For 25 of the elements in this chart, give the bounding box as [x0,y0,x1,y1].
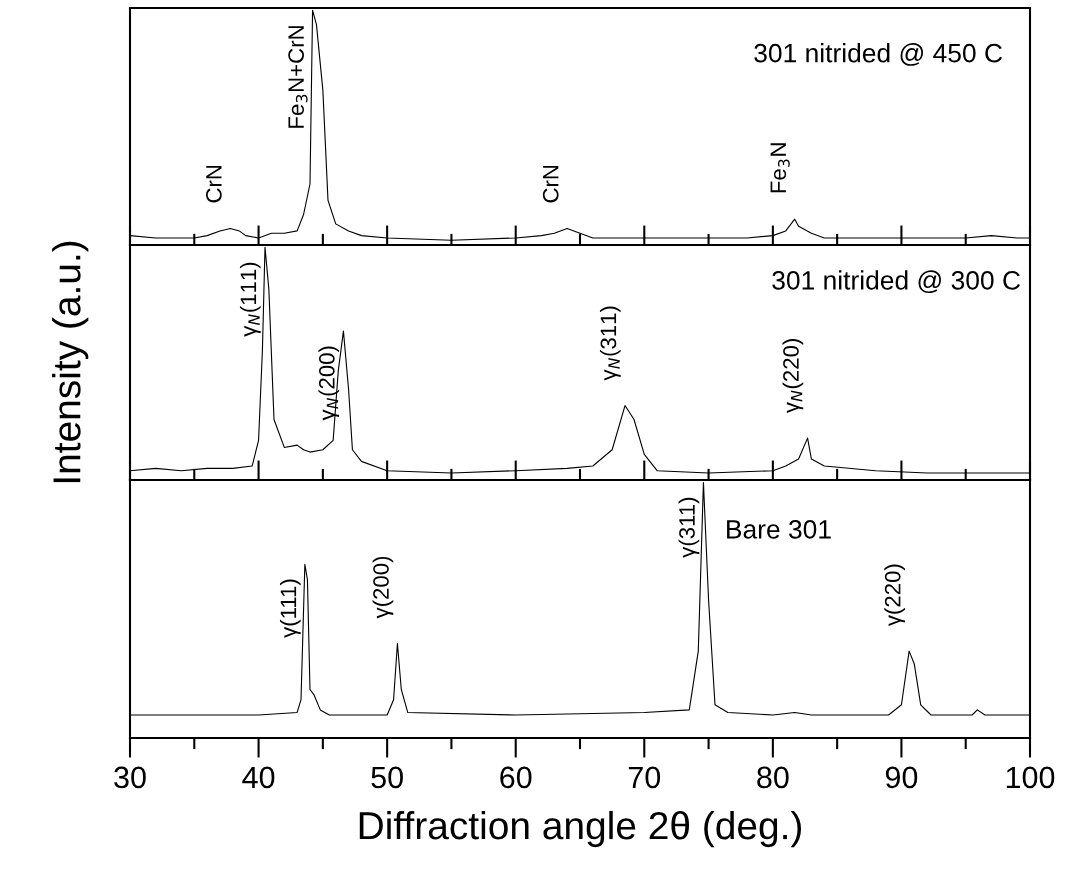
annotation: 301 nitrided @ 300 C [772,270,1021,294]
annotation: 301 nitrided @ 450 C [754,43,1003,66]
annotation: γ$_{N}$(111) [239,262,261,337]
annotation: γ$_{N}$(311) [599,306,621,381]
annotation: Fe$_{3}$N+CrN [288,26,308,128]
x-tick-label: 80 [757,766,789,789]
annotation: γ$_{N}$(220) [782,339,804,414]
annotation: γ(311) [678,497,700,558]
x-tick-label: 40 [242,766,275,789]
annotation: γ(220) [884,564,905,627]
annotation: CrN [205,165,222,203]
x-tick-label: 90 [885,766,918,789]
x-tick-label: 30 [114,766,146,789]
annotation: γ(200) [372,556,394,619]
x-axis-title: Diffraction angle 2θ (deg.) [359,810,801,848]
x-tick-label: 50 [371,766,403,789]
annotation: Fe$_{3}$N [770,143,790,193]
x-tick-label: 100 [1006,766,1055,789]
x-tick-label: 60 [500,766,532,789]
x-tick-label: 70 [628,766,661,789]
annotation: CrN [542,165,559,203]
annotation: γ(111) [279,579,301,638]
annotation: γ$_{N}$(200) [318,346,340,421]
y-axis-title: Intensity (a.u.) [52,241,89,483]
annotation: Bare 301 [727,520,831,539]
